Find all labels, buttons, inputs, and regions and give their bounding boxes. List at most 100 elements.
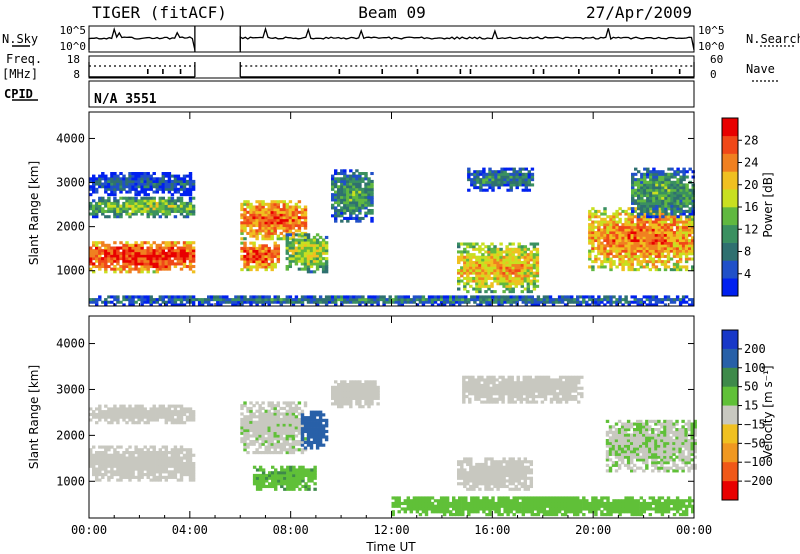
echo-cell-2 [273, 406, 277, 411]
echo-cell-2 [291, 451, 296, 455]
echo-cell-11 [182, 303, 187, 307]
echo-cell-5 [334, 399, 338, 403]
echo-cell-11 [358, 300, 362, 304]
echo-cell-5 [291, 251, 296, 255]
echo-cell-11 [618, 295, 622, 299]
echo-cell-8 [527, 178, 532, 182]
echo-cell-7 [523, 269, 528, 273]
echo-cell-7 [520, 282, 525, 286]
echo-cell-1 [101, 412, 105, 417]
echo-cell-1 [107, 215, 111, 219]
echo-cell-11 [678, 298, 683, 302]
echo-cell-6 [334, 198, 338, 202]
echo-cell-11 [594, 298, 598, 302]
echo-cell-0 [89, 259, 93, 263]
echo-cell-2 [182, 187, 187, 191]
echo-cell-2 [116, 174, 120, 178]
echo-cell-10 [652, 188, 656, 192]
echo-cell-2 [261, 423, 265, 427]
echo-cell-4 [312, 429, 317, 434]
echo-cell-0 [134, 241, 138, 245]
echo-cell-4 [321, 432, 326, 436]
echo-cell-2 [279, 431, 284, 435]
echo-cell-7 [478, 258, 482, 262]
echo-cell-2 [113, 187, 117, 191]
echo-cell-11 [594, 300, 598, 304]
echo-cell-9 [609, 257, 613, 261]
echo-cell-1 [164, 201, 169, 205]
echo-cell-3 [298, 471, 302, 475]
echo-cell-11 [276, 298, 281, 302]
echo-cell-11 [270, 298, 274, 302]
echo-cell-9 [645, 239, 650, 243]
echo-cell-9 [612, 262, 616, 266]
echo-cell-9 [615, 246, 619, 250]
echo-cell-5 [343, 394, 347, 398]
echo-cell-10 [682, 183, 686, 187]
echo-cell-2 [288, 428, 293, 433]
echo-cell-4 [276, 246, 281, 250]
echo-cell-7 [535, 269, 540, 273]
echo-cell-11 [409, 298, 414, 302]
echo-cell-6 [340, 169, 344, 173]
echo-cell-1 [116, 412, 120, 417]
echo-cell-3 [295, 482, 299, 486]
echo-cell-7 [466, 276, 470, 280]
echo-cell-0 [113, 246, 117, 250]
echo-cell-8 [473, 186, 477, 190]
echo-cell-11 [681, 298, 686, 302]
echo-cell-7 [511, 258, 515, 262]
echo-cell-6 [343, 185, 347, 189]
echo-cell-0 [152, 478, 156, 482]
echo-cell-7 [508, 247, 512, 251]
echo-cell-7 [496, 253, 500, 257]
echo-cell-11 [512, 300, 516, 304]
echo-cell-7 [502, 279, 506, 283]
echo-cell-2 [285, 415, 290, 419]
echo-cell-4 [309, 446, 314, 450]
echo-cell-0 [161, 257, 166, 261]
echo-cell-3 [264, 224, 268, 228]
echo-cell-5 [318, 257, 323, 261]
echo-cell-9 [669, 244, 674, 248]
echo-cell-11 [89, 300, 93, 304]
echo-cell-2 [107, 179, 111, 183]
echo-cell-10 [631, 172, 635, 176]
echo-cell-11 [370, 295, 374, 299]
echo-cell-1 [113, 212, 117, 216]
echo-cell-10 [652, 204, 656, 208]
echo-cell-5 [352, 388, 356, 392]
echo-cell-6 [361, 187, 365, 191]
echo-cell-6 [334, 177, 338, 181]
echo-cell-9 [666, 217, 671, 221]
echo-cell-0 [164, 467, 169, 471]
echo-cell-7 [511, 279, 515, 283]
echo-cell-3 [280, 468, 284, 472]
echo-cell-9 [654, 220, 659, 224]
echo-cell-1 [158, 199, 163, 203]
echo-cell-5 [309, 265, 314, 269]
echo-cell-7 [520, 247, 525, 251]
echo-cell-3 [274, 476, 278, 480]
echo-cell-7 [514, 284, 518, 288]
echo-cell-0 [116, 470, 120, 474]
echo-cell-6 [352, 174, 356, 178]
echo-cell-9 [627, 215, 631, 219]
echo-cell-5 [331, 396, 335, 400]
echo-cell-2 [279, 406, 284, 411]
echo-cell-0 [143, 251, 147, 255]
echo-cell-11 [149, 300, 153, 304]
echo-cell-5 [343, 391, 347, 395]
echo-cell-0 [149, 243, 153, 247]
echo-cell-11 [249, 300, 253, 304]
echo-cell-11 [334, 303, 338, 307]
echo-cell-9 [612, 212, 616, 216]
echo-cell-9 [669, 231, 674, 235]
echo-cell-4 [312, 432, 317, 436]
echo-cell-1 [173, 404, 178, 408]
echo-cell-8 [476, 186, 480, 190]
echo-cell-9 [651, 246, 656, 250]
echo-cell-0 [179, 475, 184, 479]
echo-cell-11 [240, 303, 244, 307]
echo-cell-7 [499, 282, 503, 286]
